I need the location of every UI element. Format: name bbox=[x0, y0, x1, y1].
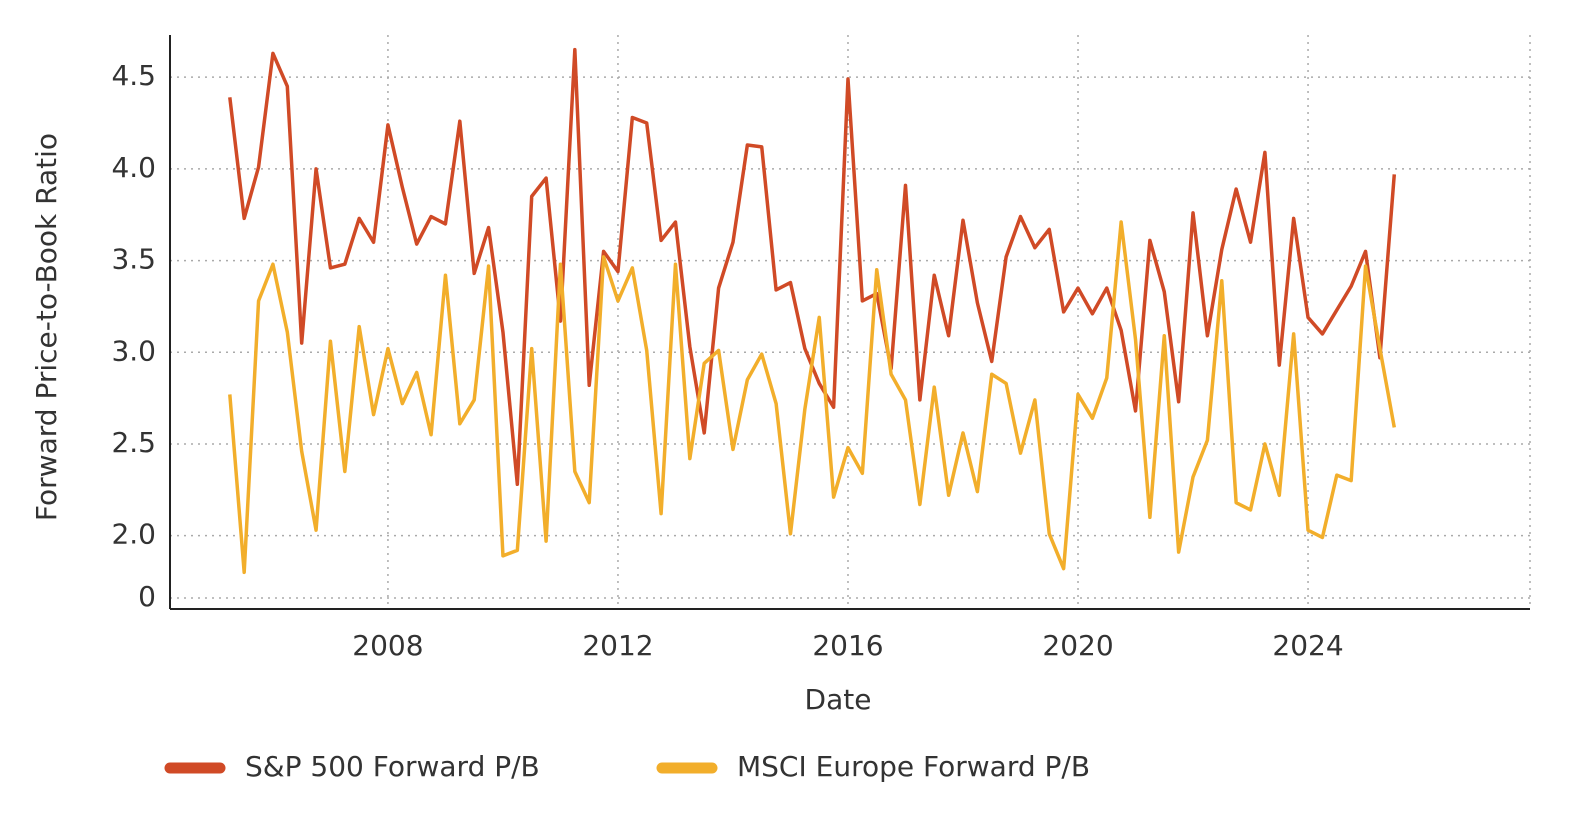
x-axis-label: Date bbox=[805, 683, 872, 716]
series-line bbox=[228, 220, 1397, 575]
x-tick-label: 2024 bbox=[1272, 629, 1343, 662]
y-axis-label: Forward Price-to-Book Ratio bbox=[30, 133, 63, 521]
y-tick-label: 3.0 bbox=[111, 334, 156, 367]
y-tick-label: 2.5 bbox=[111, 426, 156, 459]
y-tick-label: 4.5 bbox=[111, 59, 156, 92]
y-tick-label: 2.0 bbox=[111, 518, 156, 551]
y-tick-label: 4.0 bbox=[111, 151, 156, 184]
x-tick-label: 2012 bbox=[582, 629, 653, 662]
x-tick-label: 2016 bbox=[812, 629, 883, 662]
x-tick-label: 2008 bbox=[352, 629, 423, 662]
y-tick-label: 0 bbox=[138, 580, 156, 613]
series-line bbox=[228, 47, 1397, 487]
legend-label: S&P 500 Forward P/B bbox=[245, 750, 540, 783]
x-tick-label: 2020 bbox=[1042, 629, 1113, 662]
legend-label: MSCI Europe Forward P/B bbox=[737, 750, 1090, 783]
y-tick-label: 3.5 bbox=[111, 243, 156, 276]
